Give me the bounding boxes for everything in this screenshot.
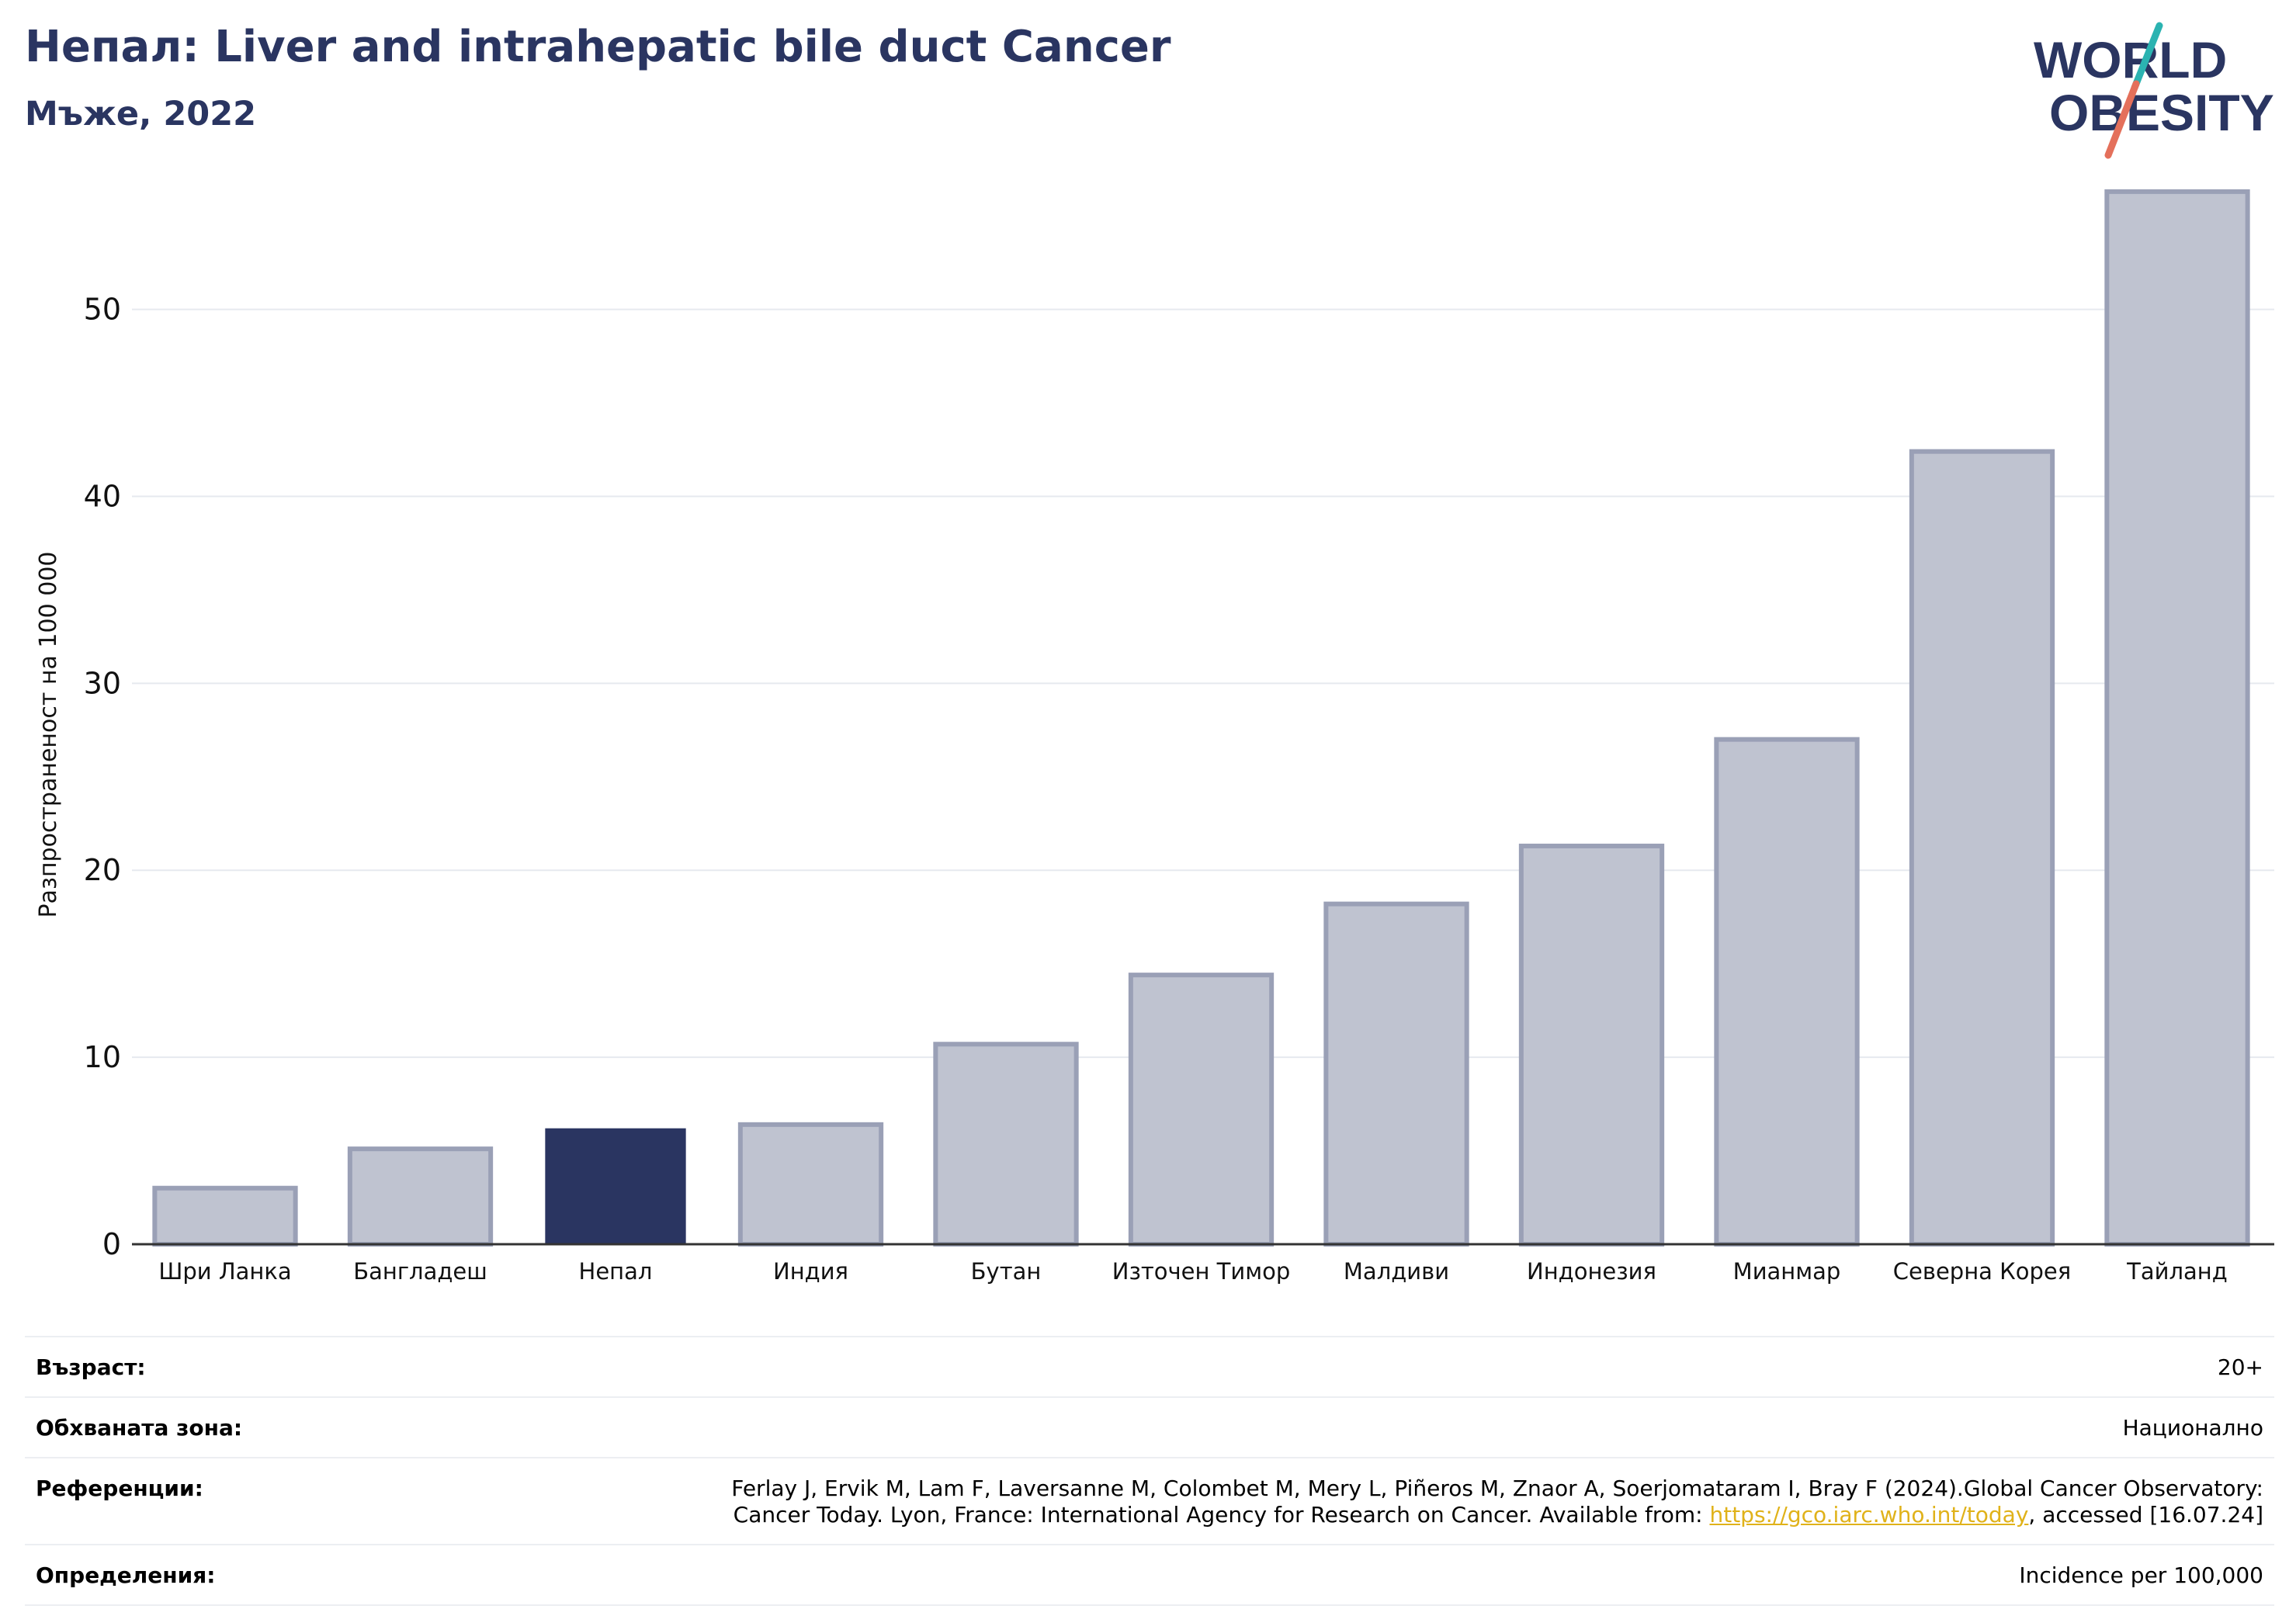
y-axis-ticks: 0 10 20 30 40 50: [84, 293, 121, 1261]
y-tick-label: 30: [84, 666, 121, 700]
x-tick-label: Източен Тимор: [1112, 1258, 1291, 1285]
bar: [1128, 973, 1275, 1247]
bar: [1323, 901, 1469, 1247]
reference-link[interactable]: https://gco.iarc.who.int/today: [1709, 1502, 2029, 1528]
bar: [737, 1122, 884, 1247]
x-axis-labels: Шри Ланка Бангладеш Непал Индия Бутан Източен…: [158, 1258, 2227, 1285]
y-tick-label: 10: [84, 1040, 121, 1074]
y-tick-label: 40: [84, 479, 121, 513]
x-tick-label: Малдиви: [1344, 1258, 1449, 1285]
bar: [1518, 843, 1665, 1247]
age-value: 20+: [2217, 1354, 2263, 1380]
bar: [2104, 189, 2250, 1247]
bar: [1714, 737, 1860, 1247]
info-row-definitions: Определения: Incidence per 100,000: [25, 1544, 2274, 1606]
y-tick-label: 0: [102, 1227, 121, 1261]
info-row-age: Възраст: 20+: [25, 1336, 2274, 1396]
bar: [152, 1185, 298, 1247]
y-tick-label: 20: [84, 853, 121, 887]
x-tick-label: Тайланд: [2126, 1258, 2228, 1285]
reference-accessed: , accessed [16.07.24]: [2028, 1502, 2263, 1528]
zone-value: Национално: [2122, 1415, 2263, 1441]
y-axis-label: Разпространеност на 100 000: [35, 552, 62, 918]
logo-word-obesity: OBESITY: [2049, 84, 2274, 141]
x-tick-label: Бутан: [971, 1258, 1042, 1285]
x-tick-label: Индонезия: [1527, 1258, 1656, 1285]
info-row-zone: Обхваната зона: Национално: [25, 1396, 2274, 1457]
x-tick-label: Непал: [579, 1258, 653, 1285]
bars: [152, 189, 2250, 1247]
bar-chart: 0 10 20 30 40 50 Шри Ланка Бангладеш Непал Индия…: [35, 189, 2274, 1285]
definitions-label: Определения:: [36, 1562, 216, 1588]
x-tick-label: Бангладеш: [353, 1258, 487, 1285]
y-tick-label: 50: [84, 293, 121, 327]
age-label: Възраст:: [36, 1354, 146, 1380]
x-tick-label: Индия: [773, 1258, 848, 1285]
info-table: Възраст: 20+ Обхваната зона: Национално …: [25, 1336, 2274, 1606]
x-tick-label: Северна Корея: [1893, 1258, 2071, 1285]
info-row-references: Референции: Ferlay J, Ervik M, Lam F, La…: [25, 1457, 2274, 1544]
references-value: Ferlay J, Ervik M, Lam F, Laversanne M, …: [731, 1476, 2263, 1528]
references-label: Референции:: [36, 1476, 203, 1501]
x-tick-label: Шри Ланка: [158, 1258, 291, 1285]
chart-subtitle: Мъже, 2022: [25, 95, 257, 134]
reference-line-2: Cancer Today. Lyon, France: Internationa…: [733, 1502, 1710, 1528]
reference-line-1: Ferlay J, Ervik M, Lam F, Laversanne M, …: [731, 1476, 2263, 1501]
x-tick-label: Мианмар: [1733, 1258, 1841, 1285]
zone-label: Обхваната зона:: [36, 1415, 243, 1441]
logo-slash-coral: [2104, 80, 2140, 159]
bar: [347, 1146, 494, 1247]
definitions-value: Incidence per 100,000: [2019, 1562, 2263, 1588]
bar: [933, 1042, 1079, 1247]
logo-slash-teal: [2131, 22, 2163, 92]
logo-word-world: WORLD: [2034, 31, 2227, 88]
chart-title: Непал: Liver and intrahepatic bile duct …: [25, 22, 1171, 72]
world-obesity-logo: WORLD OBESITY: [2034, 22, 2274, 159]
bar: [545, 1128, 686, 1244]
bar: [1909, 449, 2055, 1247]
